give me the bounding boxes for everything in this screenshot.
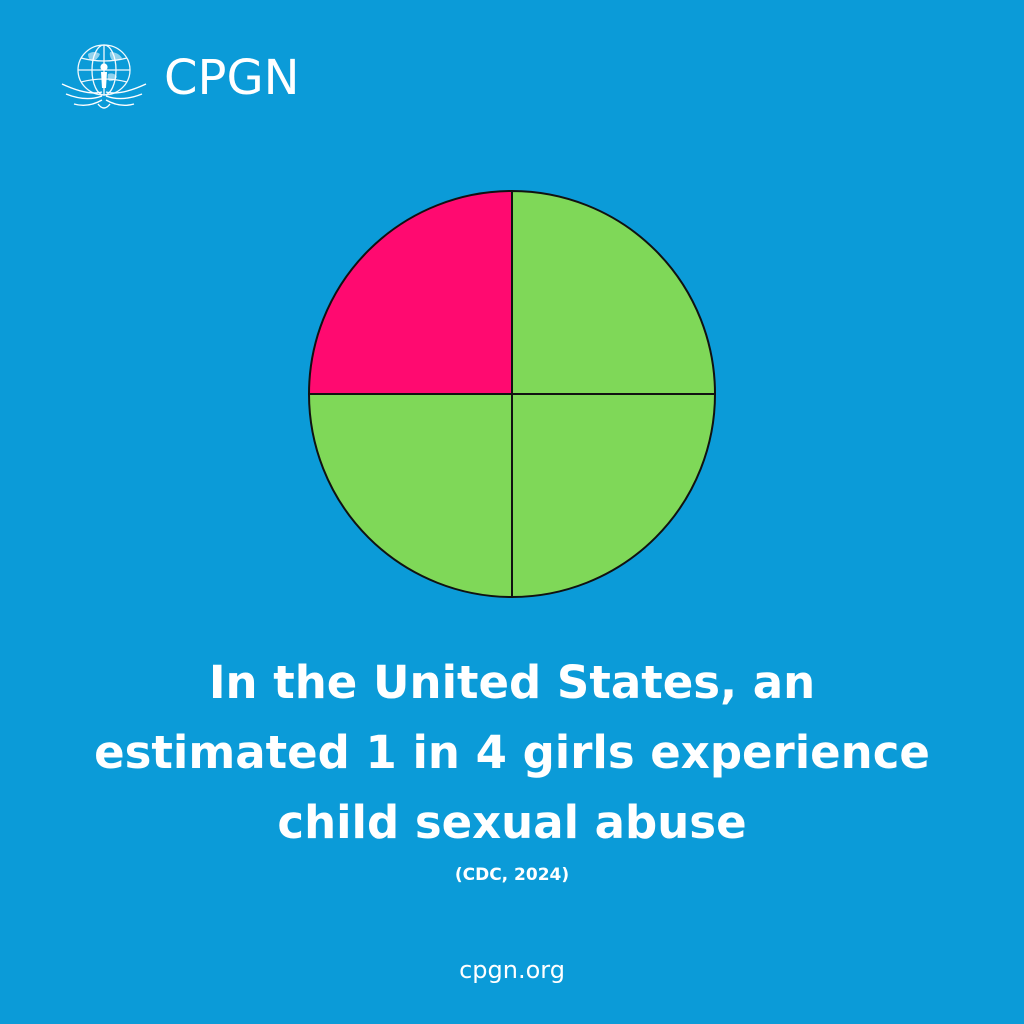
brand-name: CPGN <box>164 50 300 106</box>
globe-child-wings-icon <box>61 44 147 109</box>
pie-slice-2 <box>511 190 716 395</box>
pie-slice-3 <box>511 393 716 598</box>
source-citation: (CDC, 2024) <box>454 865 570 885</box>
headline-line-2: estimated 1 in 4 girls experience <box>94 726 930 779</box>
brand-logo: CPGN <box>58 40 300 116</box>
pie-slice-highlight <box>308 190 513 395</box>
footer-url[interactable]: cpgn.org <box>459 956 565 984</box>
pie-slice-4 <box>308 393 513 598</box>
headline-line-3: child sexual abuse <box>277 796 747 849</box>
headline: In the United States, an estimated 1 in … <box>40 648 984 858</box>
headline-line-1: In the United States, an <box>208 656 816 709</box>
